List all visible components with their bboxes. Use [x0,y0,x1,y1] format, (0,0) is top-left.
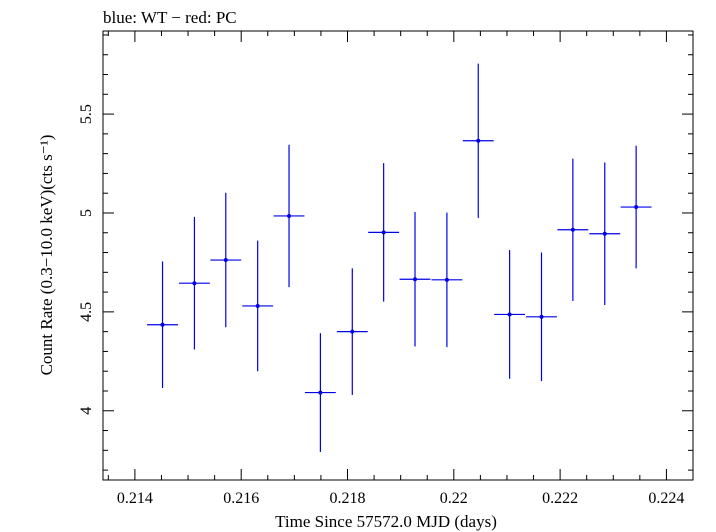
y-tick-label: 5 [78,209,95,217]
data-point [242,240,274,372]
data-point [336,268,368,395]
point-marker [255,303,260,308]
y-tick-label: 5.5 [78,104,95,124]
data-point [462,63,494,218]
axis-tick-labels: 0.214 0.216 0.218 0.22 0.222 0.224 4 4.5 5 5.5 [78,104,684,507]
x-tick-label: 0.22 [440,490,468,507]
x-axis-label: Time Since 57572.0 MJD (days) [275,512,497,531]
point-marker [539,314,544,319]
data-point [210,192,242,328]
point-marker [287,213,292,218]
y-tick-label: 4 [78,407,95,415]
plot-frame [102,30,694,481]
x-tick-label: 0.222 [542,490,578,507]
point-marker [350,329,355,334]
point-marker [602,231,607,236]
point-marker [160,322,165,327]
data-point [494,250,526,379]
point-marker [318,390,323,395]
point-marker [634,205,639,210]
chart-title: blue: WT − red: PC [103,8,237,27]
data-series [147,63,652,452]
data-point [273,144,305,288]
y-tick-label: 4.5 [78,302,95,322]
x-tick-label: 0.218 [330,490,366,507]
data-point [526,252,557,382]
point-marker [413,277,418,282]
point-marker [444,277,449,282]
x-tick-label: 0.216 [223,490,259,507]
axis-ticks [103,31,694,480]
point-marker [192,281,197,286]
point-marker [476,138,481,143]
data-point [304,333,336,452]
data-point [620,145,652,269]
data-point [431,212,463,348]
x-tick-label: 0.214 [117,490,153,507]
data-point [589,162,621,305]
x-tick-label: 0.224 [648,490,684,507]
point-marker [381,230,386,235]
point-marker [570,227,575,232]
data-point [557,158,589,301]
point-marker [507,312,512,317]
data-point [179,216,210,350]
y-axis-label: Count Rate (0.3−10.0 keV)(cts s⁻¹) [37,135,56,376]
data-point [147,261,178,389]
data-point [368,163,400,302]
point-marker [223,258,228,263]
data-point [399,211,431,347]
